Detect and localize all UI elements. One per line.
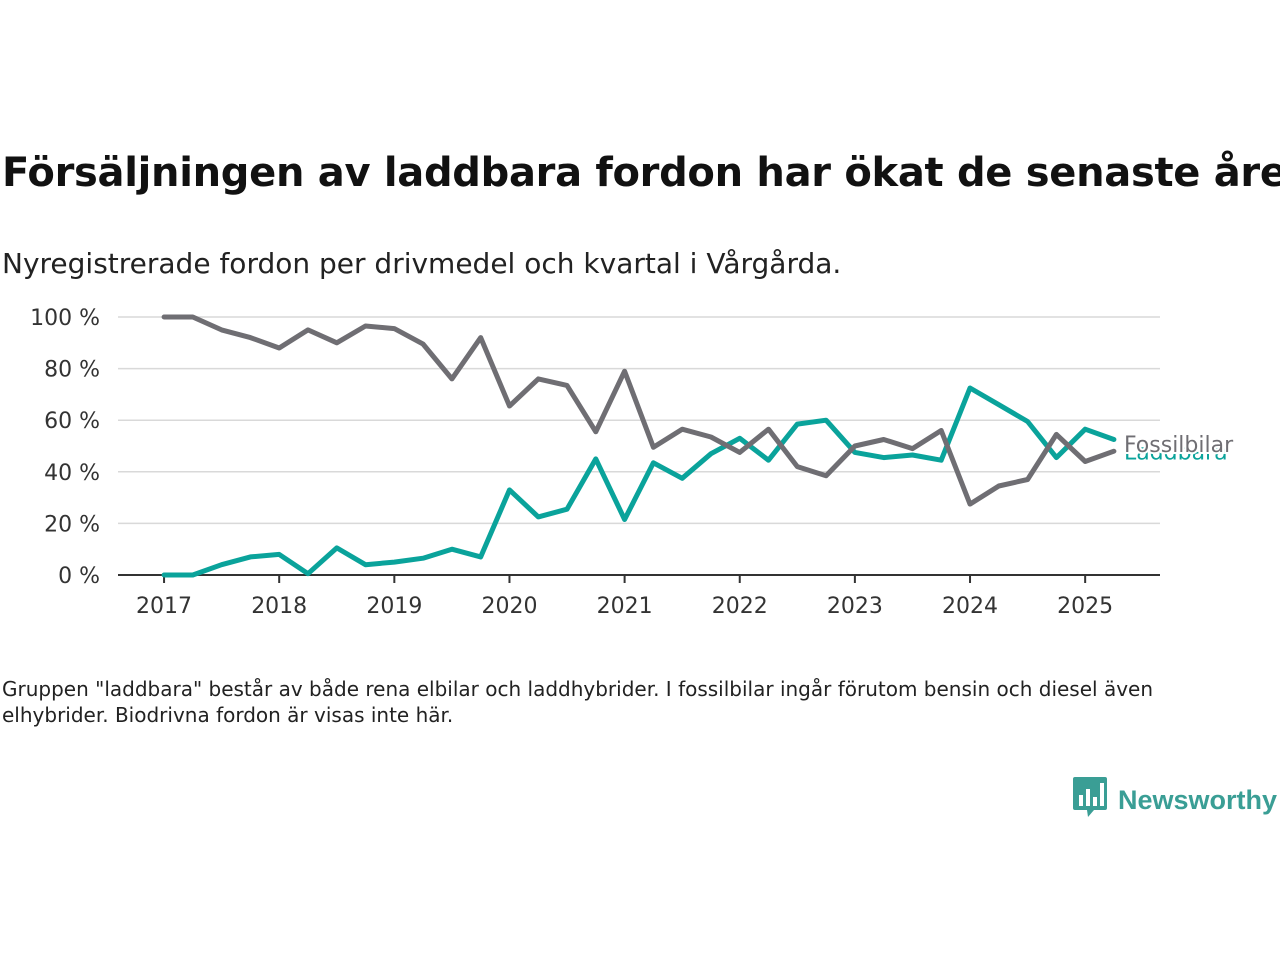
brand-name: Newsworthy bbox=[1118, 784, 1278, 815]
chart-title: Försäljningen av laddbara fordon har öka… bbox=[2, 150, 1280, 196]
y-tick-label: 80 % bbox=[44, 358, 100, 383]
y-tick-label: 40 % bbox=[44, 461, 100, 486]
x-tick-label: 2024 bbox=[942, 594, 998, 619]
chart-subtitle: Nyregistrerade fordon per drivmedel och … bbox=[2, 247, 842, 280]
line-chart: 0 % 20 % 40 % 60 % 80 % 100 % 2017 2018 2019 202… bbox=[30, 306, 1236, 619]
series-line-laddbara bbox=[161, 385, 1117, 578]
x-tick-label: 2023 bbox=[827, 594, 883, 619]
series-label-fossilbilar: Fossilbilar bbox=[1124, 433, 1234, 458]
footnote: Gruppen "laddbara" består av både rena e… bbox=[2, 677, 1154, 727]
series-line-fossilbilar bbox=[161, 314, 1117, 507]
y-tick-label: 60 % bbox=[44, 409, 100, 434]
bar-chart-speech-bubble-icon bbox=[1072, 776, 1108, 824]
y-tick-label: 0 % bbox=[58, 564, 100, 589]
y-axis: 0 % 20 % 40 % 60 % 80 % 100 % bbox=[30, 306, 100, 589]
series-lines bbox=[161, 314, 1117, 578]
x-tick-label: 2020 bbox=[481, 594, 537, 619]
brand-logo[interactable]: Newsworthy bbox=[1072, 776, 1277, 824]
x-axis: 2017 2018 2019 2020 2021 2022 2023 2024 2025 bbox=[118, 574, 1160, 619]
y-tick-label: 100 % bbox=[30, 306, 100, 331]
y-tick-label: 20 % bbox=[44, 512, 100, 537]
x-tick-label: 2017 bbox=[136, 594, 192, 619]
series-label-laddbara: Laddbara bbox=[1124, 441, 1228, 466]
x-tick-label: 2018 bbox=[251, 594, 307, 619]
x-tick-label: 2025 bbox=[1057, 594, 1113, 619]
grid-lines bbox=[118, 316, 1160, 525]
x-tick-label: 2021 bbox=[597, 594, 653, 619]
x-tick-label: 2019 bbox=[366, 594, 422, 619]
x-tick-label: 2022 bbox=[712, 594, 768, 619]
